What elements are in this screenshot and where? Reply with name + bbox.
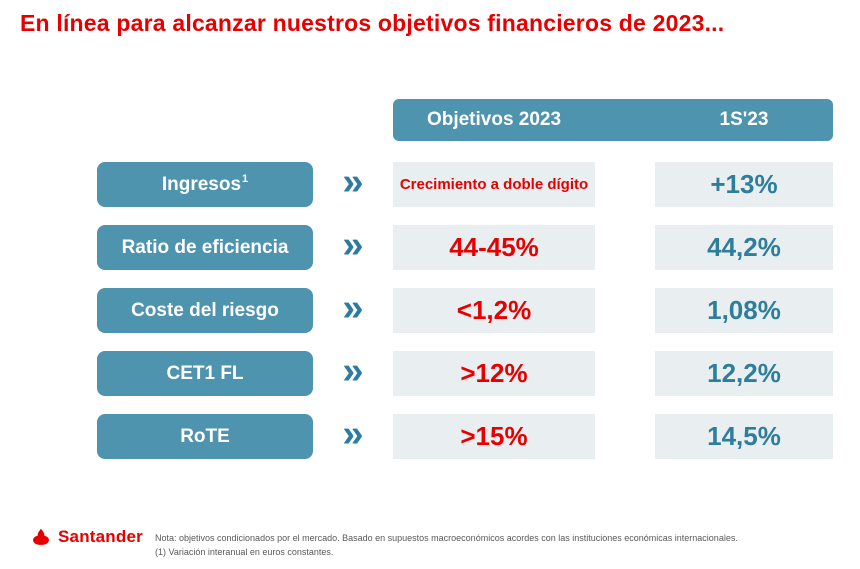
row-label: CET1 FL: [166, 362, 244, 384]
actual-value: 1,08%: [707, 295, 781, 325]
santander-flame-icon: [33, 528, 49, 545]
objetivo-cell: >15%: [393, 414, 595, 459]
row-label: RoTE: [180, 425, 230, 447]
objetivo-cell: Crecimiento a doble dígito: [393, 162, 595, 207]
actual-cell: 1,08%: [655, 288, 833, 333]
row-label-pill: RoTE: [97, 414, 313, 459]
objetivo-cell: <1,2%: [393, 288, 595, 333]
footnotes: Nota: objetivos condicionados por el mer…: [155, 532, 738, 560]
objetivo-value: >15%: [460, 421, 528, 451]
table-header: Objetivos 2023 1S'23: [393, 99, 833, 141]
actual-cell: +13%: [655, 162, 833, 207]
santander-wordmark: Santander: [58, 527, 143, 546]
actual-value: 14,5%: [707, 421, 781, 451]
row-label: Coste del riesgo: [131, 299, 279, 321]
double-chevron-icon: »: [342, 224, 364, 266]
objetivo-value: Crecimiento a doble dígito: [399, 176, 589, 193]
header-objetivos-2023: Objetivos 2023: [426, 109, 562, 130]
double-chevron-icon: »: [342, 287, 364, 329]
objetivo-cell: >12%: [393, 351, 595, 396]
objetivo-cell: 44-45%: [393, 225, 595, 270]
actual-cell: 44,2%: [655, 225, 833, 270]
table-row: Ratio de eficiencia » 44-45% 44,2%: [97, 225, 833, 270]
actual-cell: 12,2%: [655, 351, 833, 396]
double-chevron-icon: »: [342, 413, 364, 455]
row-label-pill: CET1 FL: [97, 351, 313, 396]
objectives-table: Objetivos 2023 1S'23 Ingresos 1 » Crecimi…: [97, 99, 833, 459]
row-label: Ratio de eficiencia: [121, 236, 289, 258]
footnote-line-1: Nota: objetivos condicionados por el mer…: [155, 533, 738, 543]
actual-value: +13%: [710, 169, 778, 199]
objetivo-value: 44-45%: [449, 232, 539, 262]
footnote-line-2: (1) Variación interanual en euros consta…: [155, 546, 334, 557]
santander-logo: Santander: [30, 527, 143, 547]
double-chevron-icon: »: [342, 350, 364, 392]
actual-value: 44,2%: [707, 232, 781, 262]
slide-title: En línea para alcanzar nuestros objetivo…: [20, 10, 725, 36]
row-label-pill: Ingresos 1: [97, 162, 313, 207]
actual-value: 12,2%: [707, 358, 781, 388]
row-label: Ingresos: [161, 173, 242, 195]
double-chevron-icon: »: [342, 161, 364, 203]
table-row: RoTE » >15% 14,5%: [97, 414, 833, 459]
table-row: Coste del riesgo » <1,2% 1,08%: [97, 288, 833, 333]
table-row: CET1 FL » >12% 12,2%: [97, 351, 833, 396]
table-row: Ingresos 1 » Crecimiento a doble dígito +…: [97, 162, 833, 207]
row-label-pill: Coste del riesgo: [97, 288, 313, 333]
table-rows: Ingresos 1 » Crecimiento a doble dígito +…: [97, 162, 833, 459]
header-1s23: 1S'23: [719, 109, 769, 130]
objetivo-value: <1,2%: [456, 295, 532, 325]
row-label-pill: Ratio de eficiencia: [97, 225, 313, 270]
actual-cell: 14,5%: [655, 414, 833, 459]
objetivo-value: >12%: [460, 358, 528, 388]
